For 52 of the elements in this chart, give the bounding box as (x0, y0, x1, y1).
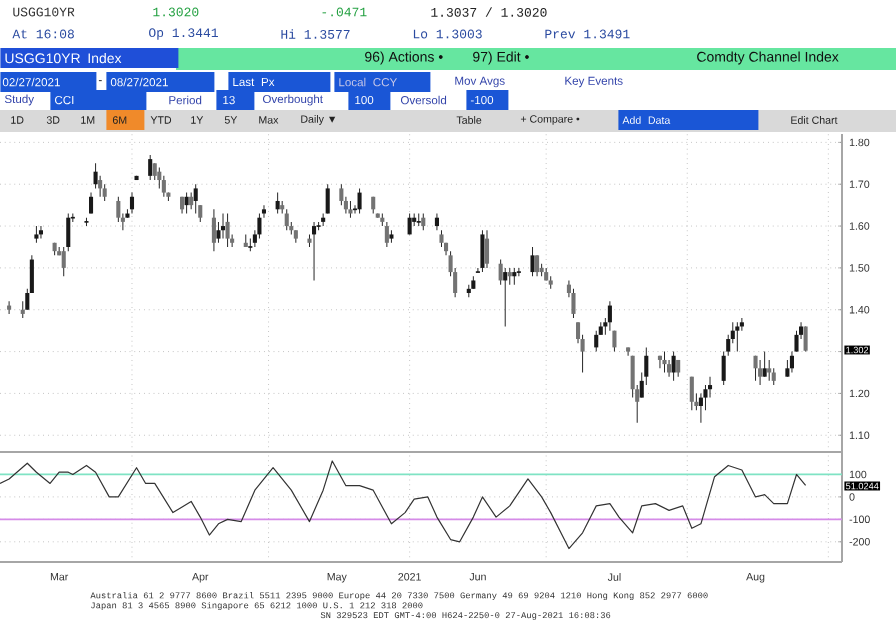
candlestick (357, 187, 362, 215)
candlestick (193, 183, 198, 215)
candlestick (767, 359, 772, 382)
candlestick (157, 166, 162, 189)
candlestick (339, 183, 344, 206)
candlestick (657, 355, 663, 369)
line-series (0, 460, 807, 550)
candlestick (225, 213, 230, 248)
candlestick (220, 213, 226, 240)
candlestick (721, 351, 726, 386)
candlestick (484, 229, 490, 269)
candlestick (667, 359, 672, 378)
candlestick (66, 213, 71, 252)
candlestick (29, 254, 34, 294)
candlestick (148, 154, 153, 181)
candlestick (312, 221, 317, 281)
candlestick (93, 162, 98, 189)
candlestick (211, 208, 216, 252)
candlestick (735, 321, 740, 353)
candlestick (762, 351, 767, 378)
candlestick (626, 346, 631, 357)
candlestick (284, 208, 289, 231)
candlestick (794, 330, 799, 353)
candlestick (530, 246, 535, 277)
candlestick (535, 254, 540, 277)
candlestick (257, 213, 262, 240)
candlestick (671, 351, 676, 382)
candlestick (503, 267, 508, 327)
candlestick (38, 225, 44, 240)
candlestick (789, 351, 794, 374)
candlestick (184, 192, 189, 215)
candlestick (7, 300, 12, 315)
candlestick (662, 351, 667, 374)
candlestick (216, 221, 221, 244)
candlestick (753, 355, 758, 382)
candlestick (275, 192, 280, 215)
candlestick (129, 192, 135, 215)
candlestick (594, 330, 599, 353)
candlestick (161, 175, 166, 198)
candlestick (116, 196, 121, 223)
candlestick (384, 221, 389, 248)
candlestick (61, 246, 66, 277)
candlestick (571, 288, 576, 319)
candlestick (480, 229, 485, 273)
candlestick (758, 359, 763, 386)
candlestick (698, 392, 703, 424)
candlestick (607, 300, 612, 332)
candlestick (434, 213, 439, 231)
candlestick (88, 192, 94, 215)
candlestick (803, 325, 808, 353)
candlestick (325, 183, 330, 215)
candlestick (689, 376, 694, 411)
